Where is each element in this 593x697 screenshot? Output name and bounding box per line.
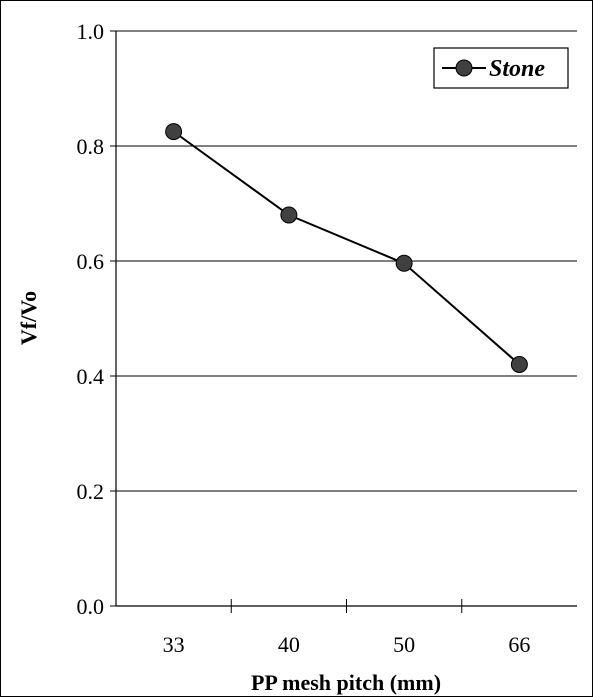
y-tick-label: 1.0 <box>77 19 105 44</box>
x-tick-label: 33 <box>163 632 185 657</box>
grid-lines <box>116 30 577 492</box>
x-tick-labels: 33 40 50 66 <box>163 632 531 657</box>
data-point <box>510 356 528 373</box>
y-tick-label: 0.0 <box>77 594 105 619</box>
data-point <box>280 206 298 224</box>
x-tick-label: 40 <box>278 632 300 657</box>
x-tick-label: 50 <box>393 632 415 657</box>
series-stone <box>165 123 528 373</box>
legend-marker-sample <box>455 59 473 77</box>
series-line-0 <box>173 130 521 366</box>
y-tick-labels: 0.0 0.2 0.4 0.6 0.8 1.0 <box>77 19 105 619</box>
y-tick-label: 0.4 <box>77 364 105 389</box>
axes <box>110 30 577 613</box>
data-point <box>165 123 183 141</box>
y-axis-title: Vf/Vo <box>16 291 41 345</box>
y-tick-label: 0.2 <box>77 479 105 504</box>
x-tick-label: 66 <box>508 632 530 657</box>
y-tick-label: 0.8 <box>77 134 105 159</box>
x-axis-title: PP mesh pitch (mm) <box>251 670 441 695</box>
data-point <box>395 254 413 272</box>
y-tick-label: 0.6 <box>77 249 105 274</box>
legend-label-stone: Stone <box>489 56 545 82</box>
legend: Stone <box>433 47 569 89</box>
